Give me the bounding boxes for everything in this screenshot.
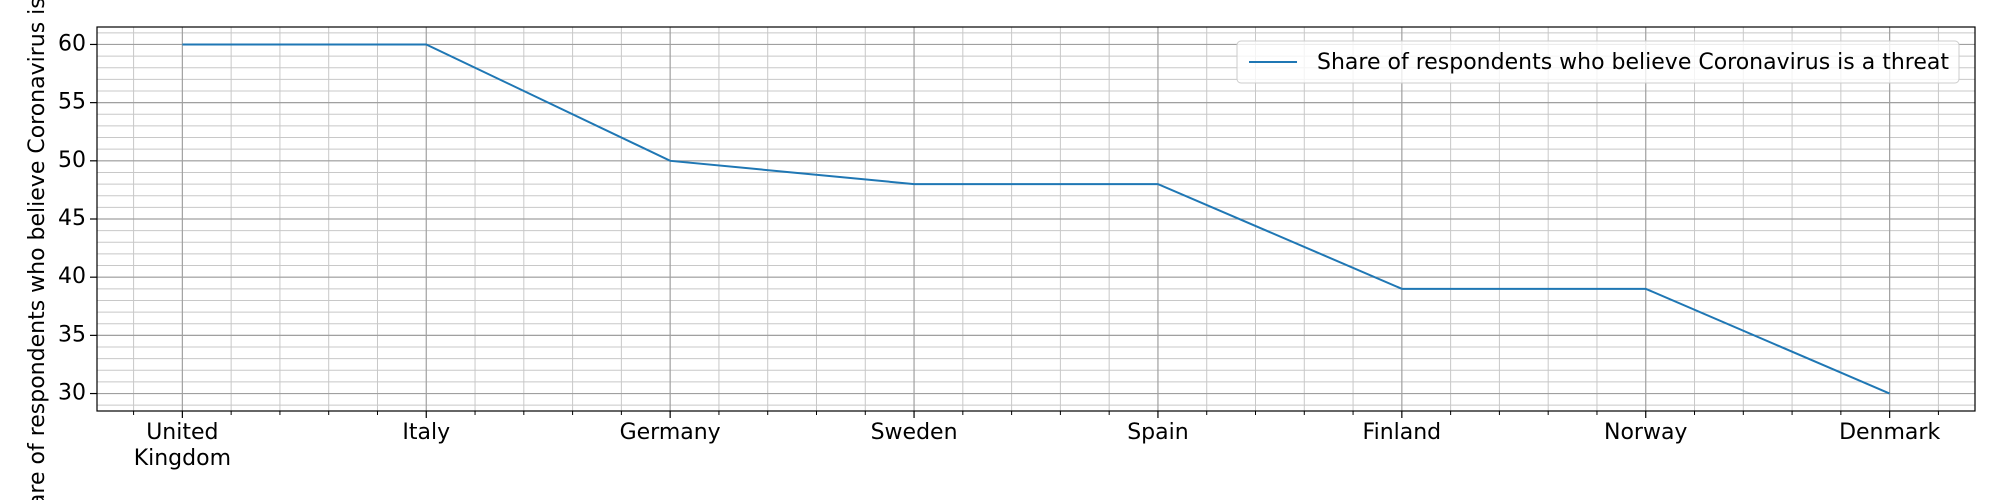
legend-box <box>1236 40 1960 84</box>
x-tick-label: Norway <box>1604 420 1688 445</box>
x-tick-label: Italy <box>402 420 451 445</box>
legend-label: Share of respondents who believe Coronav… <box>1317 50 1949 75</box>
y-tick-label: 60 <box>58 31 86 56</box>
y-tick-label: 40 <box>58 264 86 289</box>
x-tick-label: Finland <box>1362 420 1442 445</box>
x-tick-label: Denmark <box>1839 420 1941 445</box>
x-tick-label: Sweden <box>870 420 958 445</box>
y-tick-label: 30 <box>58 381 86 406</box>
x-tick-label: Germany <box>619 420 721 445</box>
y-tick-label: 55 <box>58 90 86 115</box>
y-tick-label: 45 <box>58 206 86 231</box>
legend: Share of respondents who believe Coronav… <box>1236 40 1960 84</box>
x-tick-label: United Kingdom <box>133 420 232 471</box>
y-axis-label: Share of respondents who believe Coronav… <box>25 0 50 500</box>
plot-frame <box>96 26 1976 412</box>
x-tick-label: Spain <box>1127 420 1189 445</box>
y-tick-label: 50 <box>58 148 86 173</box>
y-tick-label: 35 <box>58 322 86 347</box>
line-series <box>182 43 1891 395</box>
